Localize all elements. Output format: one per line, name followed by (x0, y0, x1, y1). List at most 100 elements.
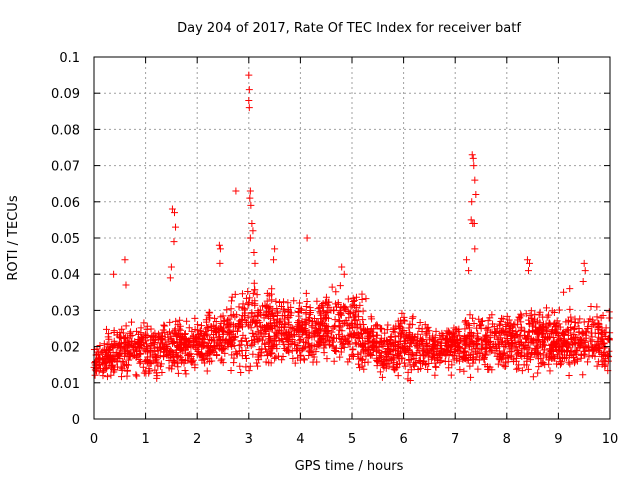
data-point (529, 373, 537, 381)
data-point (588, 333, 596, 341)
data-point (169, 358, 177, 366)
data-point (154, 347, 162, 355)
data-point (357, 354, 365, 362)
data-point (245, 367, 253, 375)
data-point (213, 336, 221, 344)
data-point (517, 310, 525, 318)
data-point (473, 324, 481, 332)
data-point (536, 308, 544, 316)
y-tick-label: 0.05 (51, 232, 80, 247)
data-point (316, 332, 324, 340)
data-point (495, 349, 503, 357)
data-point (166, 318, 174, 326)
data-point (381, 329, 389, 337)
data-point (449, 351, 457, 359)
data-point (584, 325, 592, 333)
data-point (221, 349, 229, 357)
data-point (382, 336, 390, 344)
data-point (312, 348, 320, 356)
data-point (248, 337, 256, 345)
data-point (328, 283, 336, 291)
data-point (143, 322, 151, 330)
data-point (255, 356, 263, 364)
data-point (213, 351, 221, 359)
data-point (369, 332, 377, 340)
data-point (383, 326, 391, 334)
data-point (555, 306, 563, 314)
data-point (385, 347, 393, 355)
data-point (252, 330, 260, 338)
data-point (563, 354, 571, 362)
data-point (524, 365, 532, 373)
data-point (151, 366, 159, 374)
data-point (484, 366, 492, 374)
data-point (469, 154, 477, 162)
data-point (273, 305, 281, 313)
data-point (280, 298, 288, 306)
data-point (204, 332, 212, 340)
data-point (377, 338, 385, 346)
data-point (350, 353, 358, 361)
data-point (539, 320, 547, 328)
data-point (468, 338, 476, 346)
data-point (139, 363, 147, 371)
data-point (236, 362, 244, 370)
data-point (567, 335, 575, 343)
data-point (418, 327, 426, 335)
data-point (394, 372, 402, 380)
data-point (472, 191, 480, 199)
data-point (349, 323, 357, 331)
data-point (502, 362, 510, 370)
data-point (340, 334, 348, 342)
data-point (258, 345, 266, 353)
data-point (373, 339, 381, 347)
data-point (245, 104, 253, 112)
data-point (284, 299, 292, 307)
data-point (396, 359, 404, 367)
data-point (450, 347, 458, 355)
data-point (291, 359, 299, 367)
data-point (531, 346, 539, 354)
data-point (373, 346, 381, 354)
data-point (443, 347, 451, 355)
data-point (566, 285, 574, 293)
data-point (540, 346, 548, 354)
data-point (186, 338, 194, 346)
data-point (227, 367, 235, 375)
data-point (534, 369, 542, 377)
data-point (428, 352, 436, 360)
data-point (571, 348, 579, 356)
data-point (474, 334, 482, 342)
data-point (494, 360, 502, 368)
data-point (336, 282, 344, 290)
data-point (436, 342, 444, 350)
data-point (230, 354, 238, 362)
data-point (195, 341, 203, 349)
data-point (355, 330, 363, 338)
data-point (280, 331, 288, 339)
data-point (150, 338, 158, 346)
data-point (523, 350, 531, 358)
data-point (226, 326, 234, 334)
data-point (414, 365, 422, 373)
data-point (332, 347, 340, 355)
data-point (320, 349, 328, 357)
data-point (168, 362, 176, 370)
data-point (303, 234, 311, 242)
data-point (215, 241, 223, 249)
data-point (206, 344, 214, 352)
data-point (349, 346, 357, 354)
data-point (240, 312, 248, 320)
data-point (587, 329, 595, 337)
data-point (328, 328, 336, 336)
data-point (210, 343, 218, 351)
data-point (151, 357, 159, 365)
data-point (522, 310, 530, 318)
data-point (295, 327, 303, 335)
data-point (318, 318, 326, 326)
data-point (460, 367, 468, 375)
chart-title: Day 204 of 2017, Rate Of TEC Index for r… (177, 21, 521, 36)
data-point (523, 335, 531, 343)
data-point (539, 338, 547, 346)
data-point (448, 361, 456, 369)
